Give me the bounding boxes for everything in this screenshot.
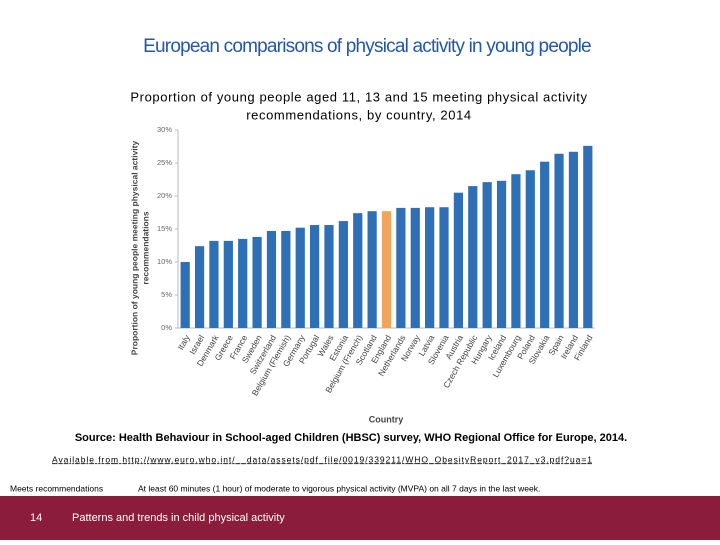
bar	[396, 207, 406, 328]
bar	[252, 236, 262, 328]
slide-title: European comparisons of physical activit…	[143, 36, 591, 57]
chart-title: Proportion of young people aged 11, 13 a…	[130, 89, 587, 104]
footer-bar	[0, 496, 720, 540]
bar	[295, 227, 305, 328]
source: Source: Health Behaviour in School-aged …	[75, 432, 627, 444]
y-axis-title-line: recommendations	[140, 211, 150, 284]
bar	[194, 246, 205, 328]
bar	[209, 240, 219, 328]
bar	[338, 221, 348, 328]
y-tick-label: 15%	[157, 224, 172, 233]
bar	[425, 207, 435, 328]
bar	[482, 182, 492, 328]
note-definition: At least 60 minutes (1 hour) of moderate…	[138, 483, 540, 493]
plot: 0%5%10%15%20%25%30%ItalyIsraelDenmarkGre…	[157, 125, 595, 397]
bar	[453, 192, 463, 328]
bar	[568, 151, 579, 328]
bar	[223, 240, 233, 328]
bar	[310, 225, 320, 328]
bar	[511, 174, 521, 328]
bar	[281, 230, 291, 328]
bar	[525, 170, 535, 328]
y-tick-label: 10%	[157, 257, 172, 266]
y-tick-label: 30%	[157, 125, 172, 134]
bar	[583, 145, 593, 328]
available-link[interactable]: Available from http://www.euro.who.int/_…	[52, 454, 592, 464]
chart-title: recommendations, by country, 2014	[246, 107, 472, 122]
footer-text: Patterns and trends in child physical ac…	[72, 512, 285, 524]
y-axis-title-line: Proportion of young people meeting physi…	[129, 141, 139, 356]
bar	[554, 153, 564, 328]
page-number: 14	[30, 512, 42, 524]
y-tick-label: 0%	[161, 323, 172, 332]
bar	[410, 207, 420, 328]
bar	[381, 211, 392, 328]
y-axis-title: Proportion of young people meeting physi…	[129, 141, 150, 356]
bar	[367, 211, 377, 328]
note-term: Meets recommendations	[10, 483, 103, 493]
y-tick-label: 5%	[161, 290, 172, 299]
bar	[180, 262, 190, 328]
bar	[324, 225, 334, 328]
y-tick-label: 25%	[157, 158, 172, 167]
bar	[496, 180, 507, 328]
bar	[266, 230, 277, 328]
x-axis-title: Country	[369, 414, 404, 424]
bar	[238, 238, 248, 328]
y-tick-label: 20%	[157, 191, 172, 200]
bar	[468, 186, 478, 328]
bar	[353, 213, 363, 328]
bar	[540, 161, 550, 328]
bar	[439, 207, 449, 328]
